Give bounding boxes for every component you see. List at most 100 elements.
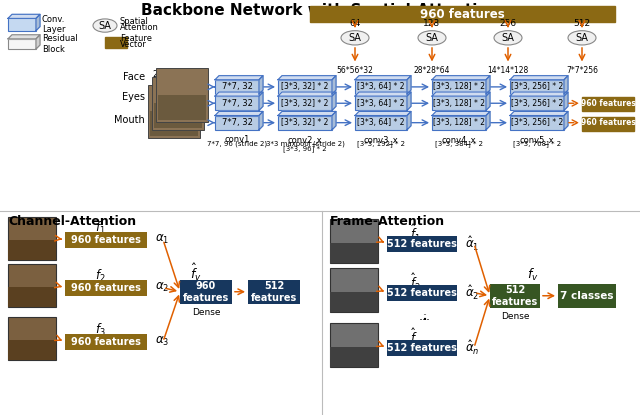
Polygon shape xyxy=(215,76,263,80)
Bar xyxy=(330,219,378,263)
Text: conv5_x: conv5_x xyxy=(520,135,554,144)
Text: Vector: Vector xyxy=(120,41,147,49)
Text: 512 features: 512 features xyxy=(387,343,457,353)
Text: $\hat{\alpha}_1$: $\hat{\alpha}_1$ xyxy=(465,234,479,253)
Bar xyxy=(387,285,457,301)
Bar xyxy=(152,77,204,130)
Text: 7 classes: 7 classes xyxy=(560,291,614,301)
Text: 512: 512 xyxy=(573,19,591,28)
Polygon shape xyxy=(215,92,263,96)
Bar xyxy=(8,287,56,307)
Polygon shape xyxy=(259,76,263,94)
Text: 512
features: 512 features xyxy=(492,285,538,307)
Text: 14*14*128: 14*14*128 xyxy=(488,66,529,76)
Text: conv4_x: conv4_x xyxy=(442,135,476,144)
Text: [3*3, 768] * 2: [3*3, 768] * 2 xyxy=(513,140,561,147)
Polygon shape xyxy=(332,92,336,110)
Bar xyxy=(154,103,202,128)
Bar xyxy=(558,284,616,308)
Bar xyxy=(65,280,147,296)
Bar xyxy=(510,115,564,130)
Polygon shape xyxy=(278,112,336,115)
Text: 64: 64 xyxy=(349,19,361,28)
Bar xyxy=(105,37,127,48)
Bar xyxy=(248,280,300,304)
Ellipse shape xyxy=(341,31,369,45)
Bar xyxy=(582,117,634,131)
Text: [3*3, 192] * 2: [3*3, 192] * 2 xyxy=(357,140,405,147)
Text: 224*224*9: 224*224*9 xyxy=(152,70,198,79)
Polygon shape xyxy=(36,14,40,31)
Polygon shape xyxy=(36,35,40,49)
Polygon shape xyxy=(8,35,40,39)
Polygon shape xyxy=(355,112,411,115)
Text: ...: ... xyxy=(419,310,431,323)
Text: $f_v$: $f_v$ xyxy=(527,267,539,283)
Polygon shape xyxy=(486,112,490,130)
Text: [3*3, 256] * 2: [3*3, 256] * 2 xyxy=(511,99,563,108)
Text: Residual
Block: Residual Block xyxy=(42,34,77,54)
Bar xyxy=(432,115,486,130)
Bar xyxy=(8,217,56,260)
Text: 7*7, 32: 7*7, 32 xyxy=(221,99,252,108)
Polygon shape xyxy=(332,112,336,130)
Text: $f_3$: $f_3$ xyxy=(95,322,106,338)
Text: 512 features: 512 features xyxy=(387,288,457,298)
Text: Frame-Attention: Frame-Attention xyxy=(330,215,445,227)
Bar xyxy=(150,112,198,136)
Ellipse shape xyxy=(418,31,446,45)
Bar xyxy=(8,39,36,49)
Text: $\hat{\alpha}_2$: $\hat{\alpha}_2$ xyxy=(465,284,479,302)
Bar xyxy=(8,239,56,260)
Bar xyxy=(65,232,147,248)
Text: $\hat{f}_v$: $\hat{f}_v$ xyxy=(190,262,202,283)
Text: 256: 256 xyxy=(499,19,516,28)
Text: 28*28*64: 28*28*64 xyxy=(413,66,451,76)
Text: [3*3, 64] * 2: [3*3, 64] * 2 xyxy=(357,118,404,127)
Ellipse shape xyxy=(568,31,596,45)
Text: [3*3, 96] * 2: [3*3, 96] * 2 xyxy=(283,145,327,152)
Polygon shape xyxy=(432,112,490,115)
Text: [3*3, 32] * 2: [3*3, 32] * 2 xyxy=(282,99,329,108)
Text: $\hat{\alpha}_n$: $\hat{\alpha}_n$ xyxy=(465,339,479,357)
Text: 7*7, 96 (stride 2): 7*7, 96 (stride 2) xyxy=(207,140,267,146)
Text: [3*3, 384] * 2: [3*3, 384] * 2 xyxy=(435,140,483,147)
Bar xyxy=(278,80,332,94)
Text: 960 features: 960 features xyxy=(580,99,636,108)
Bar xyxy=(432,80,486,94)
Text: $\hat{f}_n$: $\hat{f}_n$ xyxy=(410,327,420,348)
Text: 7*7*256: 7*7*256 xyxy=(566,66,598,76)
Bar xyxy=(355,115,407,130)
Bar xyxy=(490,284,540,308)
Text: $\hat{f}_2$: $\hat{f}_2$ xyxy=(410,272,420,293)
Polygon shape xyxy=(510,112,568,115)
Polygon shape xyxy=(8,14,40,18)
Polygon shape xyxy=(564,92,568,110)
Polygon shape xyxy=(510,92,568,96)
Bar xyxy=(8,18,36,31)
Bar xyxy=(158,95,206,120)
Text: [3*3, 128] * 2: [3*3, 128] * 2 xyxy=(433,118,485,127)
Text: 960 features: 960 features xyxy=(420,8,505,21)
Bar xyxy=(156,68,208,122)
Text: [3*3, 128] * 2: [3*3, 128] * 2 xyxy=(433,99,485,108)
Text: [3*3, 64] * 2: [3*3, 64] * 2 xyxy=(357,99,404,108)
Text: conv2_x: conv2_x xyxy=(288,135,323,144)
Bar xyxy=(355,80,407,94)
Bar xyxy=(278,96,332,110)
Polygon shape xyxy=(432,92,490,96)
Ellipse shape xyxy=(93,19,117,32)
Bar xyxy=(278,115,332,130)
Text: Attention: Attention xyxy=(120,23,159,32)
Ellipse shape xyxy=(494,31,522,45)
Bar xyxy=(148,85,200,138)
Text: SA: SA xyxy=(575,33,588,43)
Text: 7*7, 32: 7*7, 32 xyxy=(221,83,252,91)
Polygon shape xyxy=(332,76,336,94)
Text: Mouth: Mouth xyxy=(115,115,145,124)
Bar xyxy=(432,96,486,110)
Polygon shape xyxy=(407,112,411,130)
Text: 56*56*32: 56*56*32 xyxy=(337,66,373,76)
Text: SA: SA xyxy=(426,33,438,43)
Polygon shape xyxy=(486,76,490,94)
